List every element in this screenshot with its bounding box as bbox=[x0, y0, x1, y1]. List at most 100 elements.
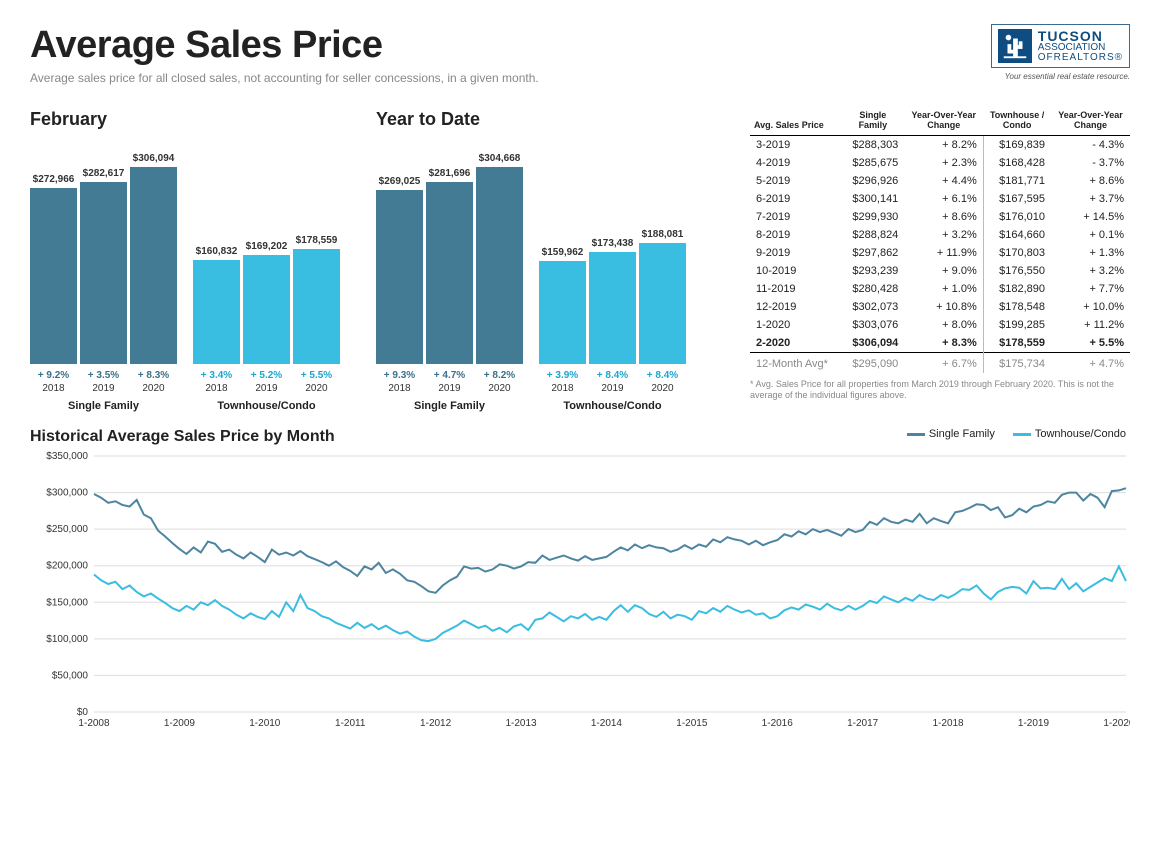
series-single-family bbox=[94, 488, 1126, 593]
bars: $272,966$282,617$306,094 bbox=[30, 164, 177, 364]
bar-year-label: 2019 bbox=[80, 383, 127, 394]
y-tick-label: $100,000 bbox=[46, 634, 88, 645]
table-cell: $199,285 bbox=[983, 316, 1051, 334]
table-cell: $280,428 bbox=[841, 280, 904, 298]
table-cell: + 1.0% bbox=[904, 280, 983, 298]
table-cell: + 11.2% bbox=[1051, 316, 1130, 334]
bar: $178,559 bbox=[293, 235, 340, 364]
bar: $282,617 bbox=[80, 168, 127, 364]
table-row: 4-2019$285,675+ 2.3%$168,428- 3.7% bbox=[750, 154, 1130, 172]
y-tick-label: $300,000 bbox=[46, 488, 88, 499]
bar-group: $269,025$281,696$304,668+ 9.3%+ 4.7%+ 8.… bbox=[376, 164, 523, 412]
legend-sf: Single Family bbox=[907, 428, 995, 440]
bar-groups: $272,966$282,617$306,094+ 9.2%+ 3.5%+ 8.… bbox=[30, 164, 340, 412]
bar-group: $159,962$173,438$188,081+ 3.9%+ 8.4%+ 8.… bbox=[539, 164, 686, 412]
table-cell: + 6.7% bbox=[904, 352, 983, 373]
bar-pct-label: + 5.5% bbox=[293, 370, 340, 381]
legend-swatch-tc bbox=[1013, 433, 1031, 436]
logo-line3: OFREALTORS® bbox=[1038, 53, 1123, 63]
legend-label-sf: Single Family bbox=[929, 428, 995, 440]
table-cell: + 8.3% bbox=[904, 334, 983, 353]
logo-text: TUCSON ASSOCIATION OFREALTORS® bbox=[1038, 29, 1123, 63]
page-title: Average Sales Price bbox=[30, 24, 539, 67]
table-row: 1-2020$303,076+ 8.0%$199,285+ 11.2% bbox=[750, 316, 1130, 334]
header-text: Average Sales Price Average sales price … bbox=[30, 24, 539, 85]
logo-tagline: Your essential real estate resource. bbox=[991, 72, 1130, 81]
table-cell: + 3.2% bbox=[904, 226, 983, 244]
bar-rect bbox=[426, 182, 473, 364]
x-tick-label: 1-2014 bbox=[591, 718, 623, 729]
table-cell: $176,550 bbox=[983, 262, 1051, 280]
table-cell: 12-Month Avg* bbox=[750, 352, 841, 373]
table-cell: $296,926 bbox=[841, 172, 904, 190]
table-cell: $175,734 bbox=[983, 352, 1051, 373]
bar-pct-label: + 4.7% bbox=[426, 370, 473, 381]
table-cell: + 8.0% bbox=[904, 316, 983, 334]
bar-rect bbox=[80, 182, 127, 364]
bar-pct-label: + 8.3% bbox=[130, 370, 177, 381]
table-cell: $178,548 bbox=[983, 298, 1051, 316]
bar-rect bbox=[243, 255, 290, 364]
bar-rect bbox=[130, 167, 177, 364]
bar-rect bbox=[539, 261, 586, 364]
y-tick-label: $150,000 bbox=[46, 597, 88, 608]
bar-pct-label: + 5.2% bbox=[243, 370, 290, 381]
y-tick-label: $50,000 bbox=[52, 670, 89, 681]
bar-value-label: $169,202 bbox=[246, 241, 288, 252]
table-cell: $285,675 bbox=[841, 154, 904, 172]
table-row: 9-2019$297,862+ 11.9%$170,803+ 1.3% bbox=[750, 244, 1130, 262]
x-tick-label: 1-2019 bbox=[1018, 718, 1050, 729]
bar-groups: $269,025$281,696$304,668+ 9.3%+ 4.7%+ 8.… bbox=[376, 164, 686, 412]
table-row: 11-2019$280,428+ 1.0%$182,890+ 7.7% bbox=[750, 280, 1130, 298]
x-tick-label: 1-2009 bbox=[164, 718, 196, 729]
table-cell: $300,141 bbox=[841, 190, 904, 208]
bar: $269,025 bbox=[376, 176, 423, 364]
bar: $160,832 bbox=[193, 246, 240, 364]
table-cell: 5-2019 bbox=[750, 172, 841, 190]
bar-year-label: 2020 bbox=[130, 383, 177, 394]
table-cell: $168,428 bbox=[983, 154, 1051, 172]
bar-value-label: $188,081 bbox=[642, 229, 684, 240]
bar-year-label: 2018 bbox=[376, 383, 423, 394]
table-cell: 3-2019 bbox=[750, 135, 841, 154]
table-col-header: Year-Over-YearChange bbox=[904, 109, 983, 135]
bar: $272,966 bbox=[30, 174, 77, 364]
x-tick-label: 1-2013 bbox=[505, 718, 537, 729]
bar-year-label: 2018 bbox=[539, 383, 586, 394]
x-tick-label: 1-2017 bbox=[847, 718, 879, 729]
bar-block-title: February bbox=[30, 109, 340, 130]
table-cell: + 4.4% bbox=[904, 172, 983, 190]
table-cell: $306,094 bbox=[841, 334, 904, 353]
bars: $160,832 $169,202 $178,559 bbox=[193, 164, 340, 364]
table-cell: $288,824 bbox=[841, 226, 904, 244]
table-cell: $297,862 bbox=[841, 244, 904, 262]
bar: $306,094 bbox=[130, 153, 177, 364]
bar-value-label: $306,094 bbox=[133, 153, 175, 164]
table-cell: $178,559 bbox=[983, 334, 1051, 353]
bar-value-label: $269,025 bbox=[379, 176, 421, 187]
table-cell: + 2.3% bbox=[904, 154, 983, 172]
yoy-table-wrap: Avg. Sales PriceSingleFamilyYear-Over-Ye… bbox=[750, 109, 1130, 402]
legend-label-tc: Townhouse/Condo bbox=[1035, 428, 1126, 440]
table-cell: - 4.3% bbox=[1051, 135, 1130, 154]
bar-value-label: $178,559 bbox=[296, 235, 338, 246]
bars: $269,025$281,696$304,668 bbox=[376, 164, 523, 364]
table-cell: - 3.7% bbox=[1051, 154, 1130, 172]
bar-pct-label: + 3.5% bbox=[80, 370, 127, 381]
y-tick-label: $250,000 bbox=[46, 524, 88, 535]
table-cell: 9-2019 bbox=[750, 244, 841, 262]
table-cell: + 14.5% bbox=[1051, 208, 1130, 226]
logo-line1: TUCSON bbox=[1038, 29, 1123, 43]
table-cell: 4-2019 bbox=[750, 154, 841, 172]
table-cell: $302,073 bbox=[841, 298, 904, 316]
table-cell: + 6.1% bbox=[904, 190, 983, 208]
linechart-legend: Single Family Townhouse/Condo bbox=[907, 428, 1126, 440]
table-row: 6-2019$300,141+ 6.1%$167,595+ 3.7% bbox=[750, 190, 1130, 208]
tar-logo: TUCSON ASSOCIATION OFREALTORS® bbox=[991, 24, 1130, 68]
table-cell: $182,890 bbox=[983, 280, 1051, 298]
y-tick-label: $200,000 bbox=[46, 561, 88, 572]
cactus-icon bbox=[998, 29, 1032, 63]
table-cell: $288,303 bbox=[841, 135, 904, 154]
table-footnote: * Avg. Sales Price for all properties fr… bbox=[750, 379, 1130, 402]
table-cell: $293,239 bbox=[841, 262, 904, 280]
